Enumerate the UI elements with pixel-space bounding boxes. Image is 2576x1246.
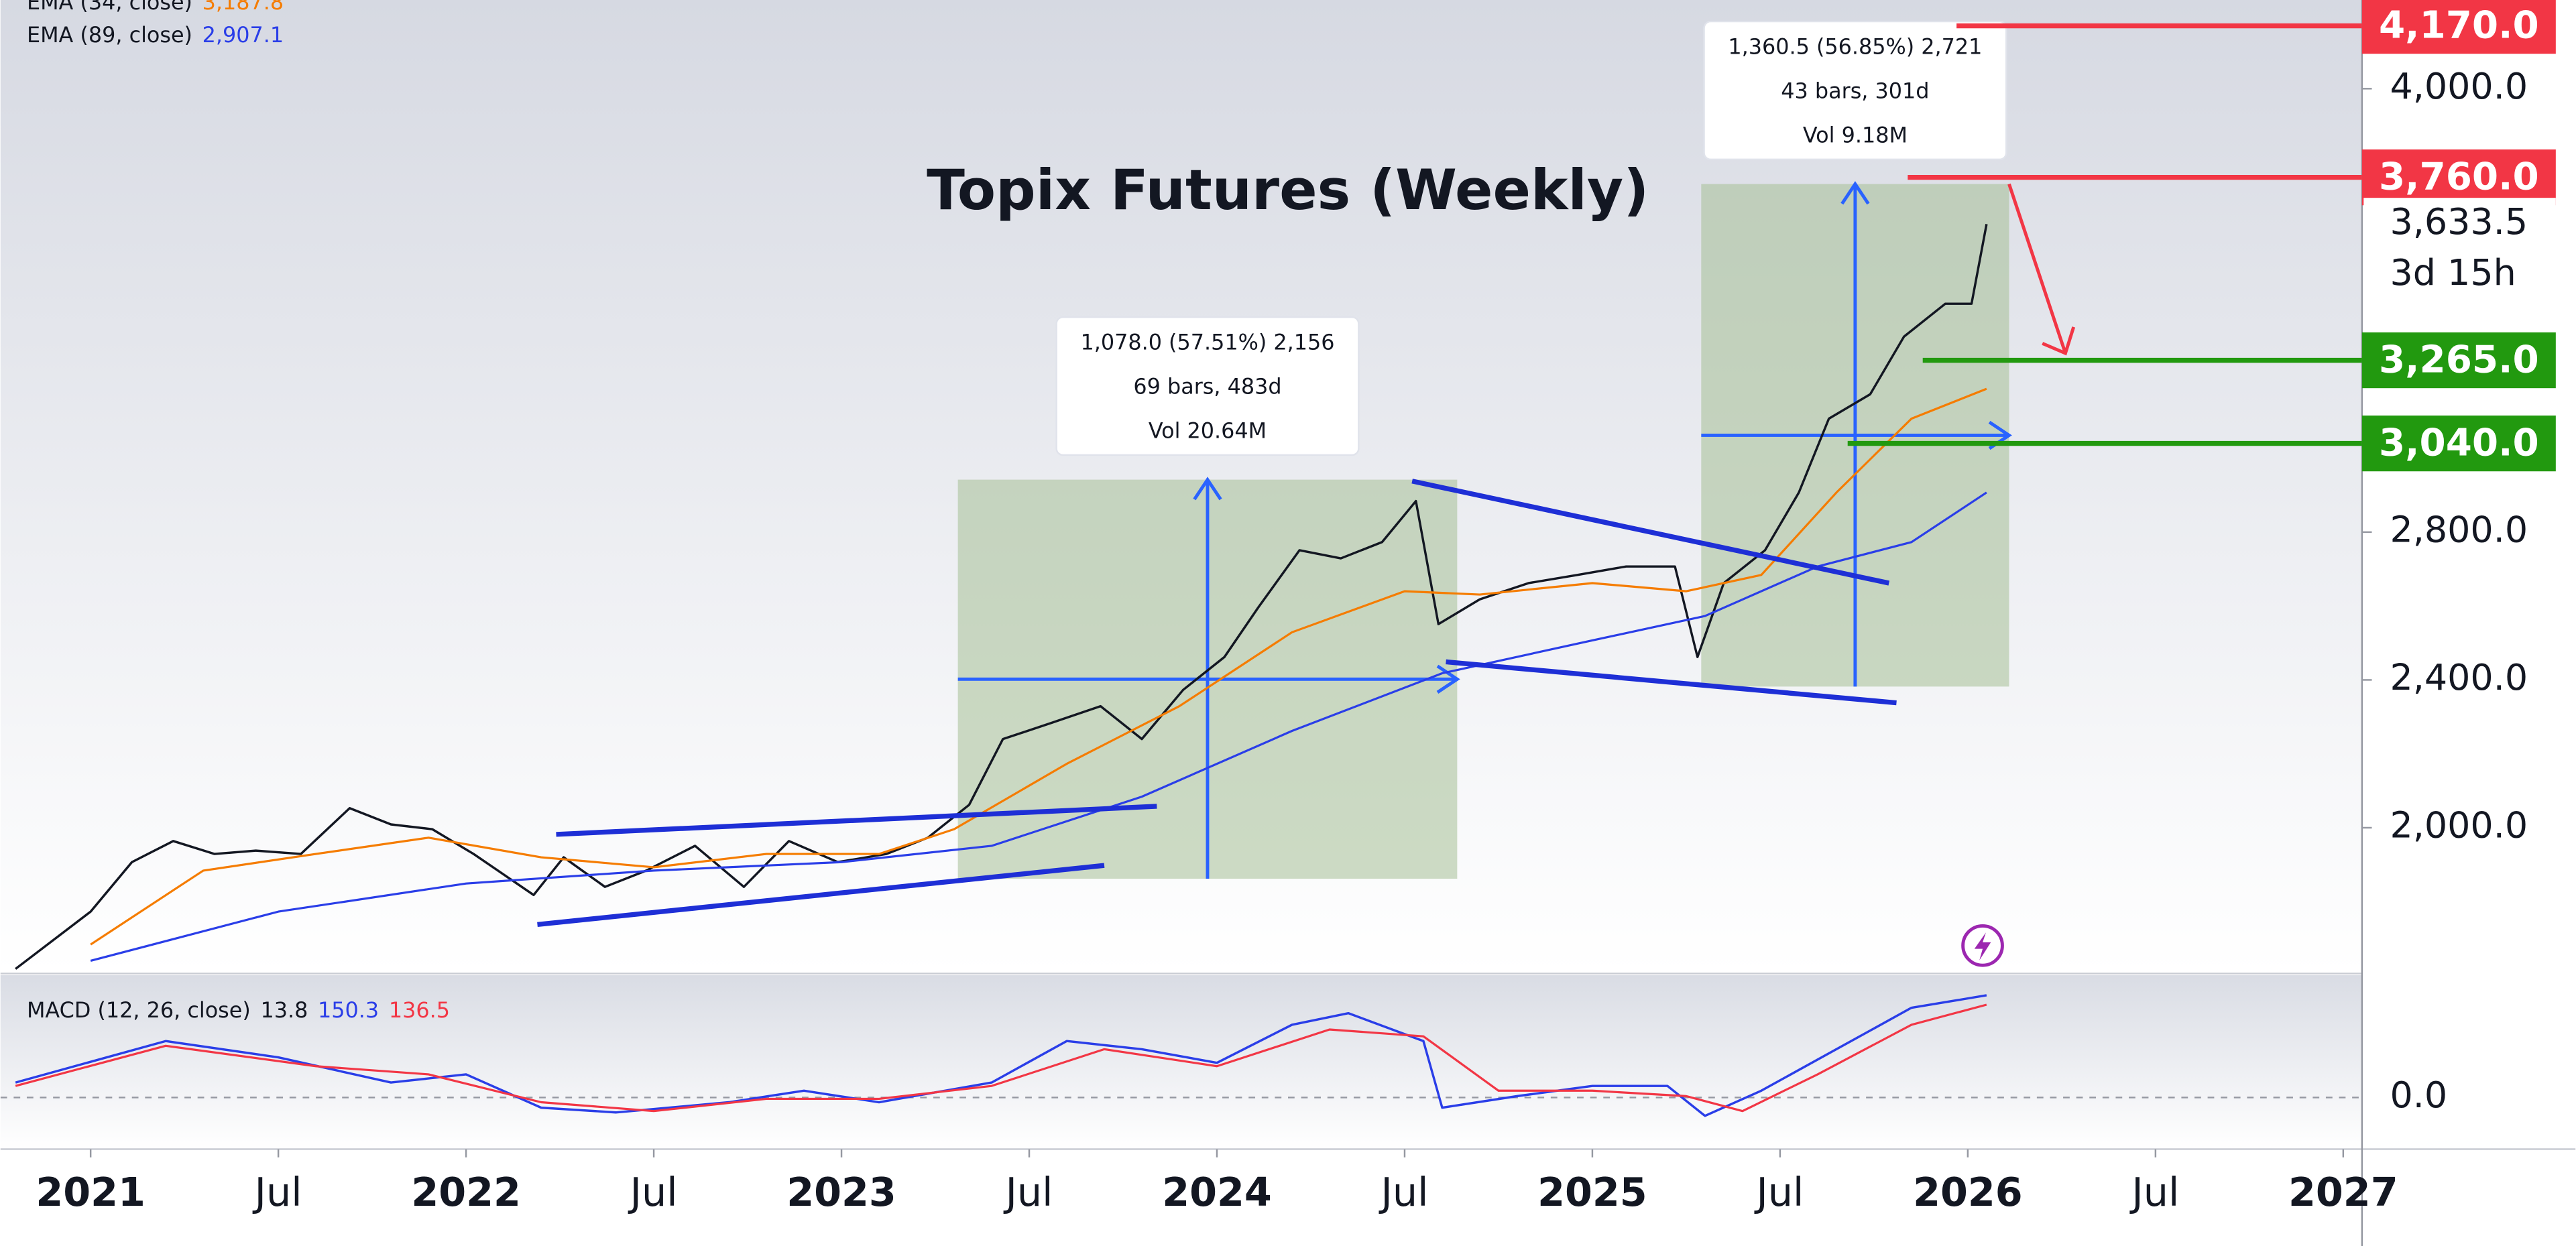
alert-icon xyxy=(1961,924,2004,967)
y-tick-label: 2,800.0 xyxy=(2390,509,2528,551)
series-line xyxy=(90,491,1987,962)
trendline xyxy=(1411,479,1890,586)
level-box xyxy=(2361,332,2556,389)
level-label: 3,040.0 xyxy=(2379,422,2539,465)
legend-entry: EMA (89, close) 2,907.1 xyxy=(27,22,284,48)
measure-label-box xyxy=(1055,316,1360,456)
x-tick-label: Jul xyxy=(1379,1169,1429,1215)
x-tick-label: 2024 xyxy=(1162,1169,1272,1215)
measure-label: 1,078.0 (57.51%) 2,156 xyxy=(1080,329,1334,355)
macd-legend-value: 150.3 xyxy=(318,997,379,1023)
level-label: 3,265.0 xyxy=(2379,338,2539,382)
x-tick-label: 2021 xyxy=(36,1169,145,1215)
legend-entry: EMA (34, close) 3,187.8 xyxy=(27,0,284,15)
x-tick-label: 2026 xyxy=(1913,1169,2023,1215)
countdown-label: 3d 15h xyxy=(2390,251,2516,294)
measure-label: Vol 9.18M xyxy=(1803,123,1908,148)
macd-histogram-value: 13.8 xyxy=(260,997,308,1023)
trendline xyxy=(556,804,1157,837)
y-tick-label: 2,400.0 xyxy=(2390,656,2528,698)
measure-label: 43 bars, 301d xyxy=(1781,78,1929,103)
macd-plot xyxy=(0,994,2362,1117)
level-label: 3,760.0 xyxy=(2379,155,2539,199)
series-line xyxy=(15,1003,1987,1113)
y-tick-label: 2,000.0 xyxy=(2390,804,2528,847)
legend-name: EMA (34, close) xyxy=(27,0,192,15)
x-tick-label: Jul xyxy=(1753,1169,1804,1215)
trendline xyxy=(1446,659,1897,706)
last-price-label: 3,633.5 xyxy=(2390,200,2528,243)
macd-legend: MACD (12, 26, close) 13.8 150.3 136.5 xyxy=(27,997,450,1023)
x-tick-label: 2023 xyxy=(786,1169,896,1215)
macd-pane xyxy=(0,975,2362,1149)
trendline xyxy=(537,863,1105,928)
x-tick-label: Jul xyxy=(1003,1169,1053,1215)
x-tick-label: Jul xyxy=(252,1169,302,1215)
y-tick-label: 4,000.0 xyxy=(2390,65,2528,107)
legend-value: 2,907.1 xyxy=(202,22,284,48)
level-label: 4,170.0 xyxy=(2379,4,2539,48)
measure-arrow-horizontal xyxy=(957,664,1460,694)
target-arrow xyxy=(2007,183,2076,356)
x-tick-label: 2027 xyxy=(2288,1169,2398,1215)
measure-label-box xyxy=(1703,20,2007,161)
measure-label: 1,360.5 (56.85%) 2,721 xyxy=(1728,34,1982,59)
x-tick-label: 2022 xyxy=(411,1169,521,1215)
x-tick-label: Jul xyxy=(2129,1169,2179,1215)
legend-name: EMA (89, close) xyxy=(27,22,192,48)
level-box xyxy=(2361,415,2556,472)
legend-value: 3,187.8 xyxy=(202,0,284,15)
series-line xyxy=(15,994,1987,1117)
series-line xyxy=(90,387,1987,946)
axes: 2,000.0 2,400.0 2,800.0 4,000.0 1,078.0 (57.… xyxy=(27,0,2556,1215)
y-tick-label: 0.0 xyxy=(2390,1074,2447,1116)
x-tick-label: Jul xyxy=(628,1169,678,1215)
measure-label: 69 bars, 483d xyxy=(1133,373,1281,399)
level-box xyxy=(2361,0,2556,54)
macd-legend-value: 136.5 xyxy=(389,997,450,1023)
x-tick-label: 2025 xyxy=(1537,1169,1647,1215)
chart-title: Topix Futures (Weekly) xyxy=(927,158,1649,223)
level-box xyxy=(2361,149,2556,206)
main-plot xyxy=(15,181,2012,970)
measure-label: Vol 20.64M xyxy=(1149,418,1267,444)
last-price-box xyxy=(2363,198,2556,310)
macd-title: MACD (12, 26, close) xyxy=(27,997,251,1023)
